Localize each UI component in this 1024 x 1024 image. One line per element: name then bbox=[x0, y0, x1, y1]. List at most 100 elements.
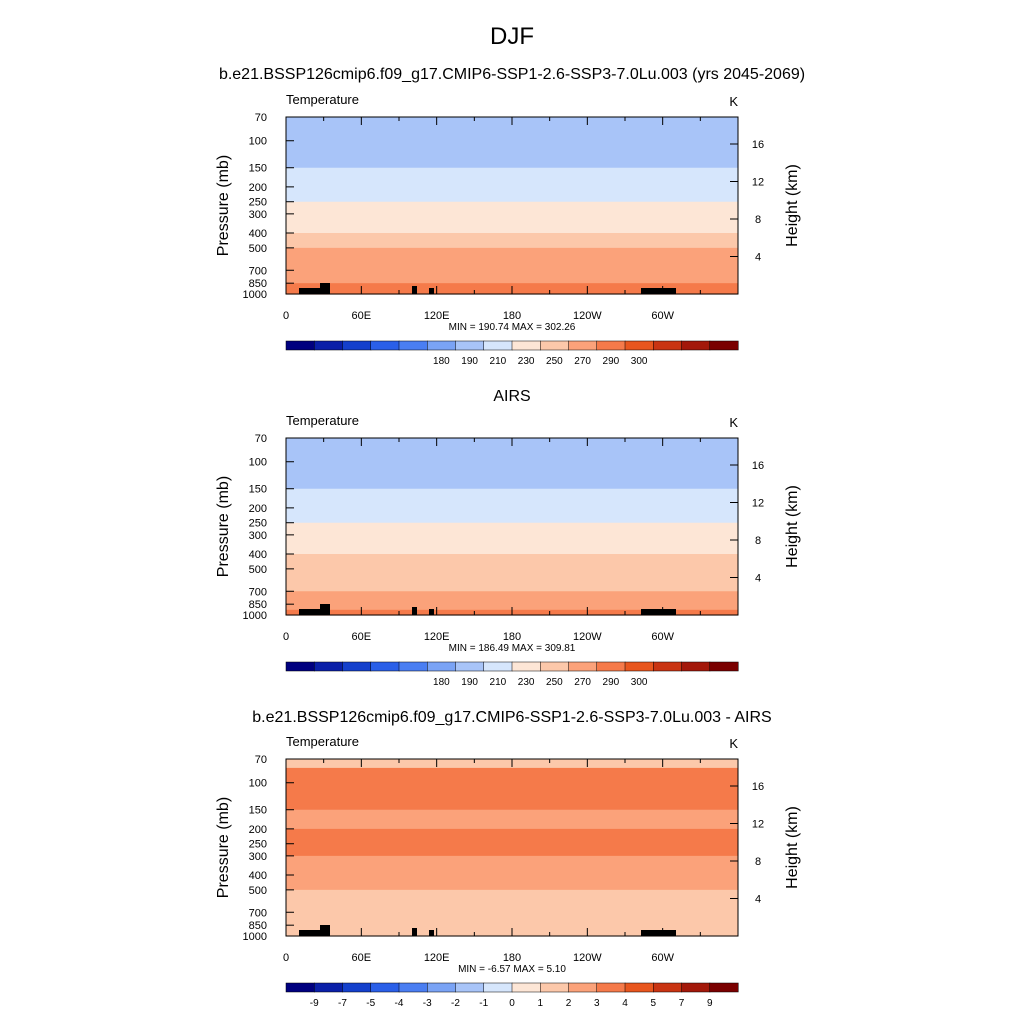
colorbar-box bbox=[483, 340, 513, 351]
y-tick-label: 700 bbox=[249, 907, 267, 919]
y-tick-label: 500 bbox=[249, 885, 267, 897]
height-tick-label: 12 bbox=[752, 498, 764, 510]
field-band-model bbox=[286, 233, 738, 249]
colorbar-box bbox=[483, 982, 513, 993]
y-tick-label: 150 bbox=[249, 805, 267, 817]
colorbar-box bbox=[511, 340, 541, 351]
x-tick-label: 180 bbox=[503, 631, 521, 643]
colorbar-box bbox=[681, 340, 711, 351]
colorbar-box bbox=[624, 982, 654, 993]
field-band-model bbox=[286, 270, 738, 284]
colorbar-box bbox=[455, 661, 485, 672]
colorbar-box bbox=[709, 661, 739, 672]
colorbar-label: 290 bbox=[603, 356, 620, 367]
field-band-obs bbox=[286, 507, 738, 524]
field-band-model bbox=[286, 155, 738, 169]
field-band-model bbox=[286, 247, 738, 271]
y-axis-title: Pressure (mb) bbox=[215, 155, 232, 256]
colorbar-label: 300 bbox=[631, 677, 648, 688]
colorbar-box bbox=[596, 340, 626, 351]
topography-mask bbox=[641, 609, 676, 615]
y-tick-label: 70 bbox=[255, 112, 267, 124]
colorbar-label: 300 bbox=[631, 356, 648, 367]
obs-title: AIRS bbox=[493, 388, 530, 405]
colorbar-box bbox=[709, 340, 739, 351]
colorbar-box bbox=[653, 982, 683, 993]
height-tick-label: 16 bbox=[752, 139, 764, 151]
y-tick-label: 700 bbox=[249, 265, 267, 277]
field-band-obs bbox=[286, 488, 738, 509]
height-tick-label: 4 bbox=[755, 573, 761, 585]
y-tick-label: 200 bbox=[249, 824, 267, 836]
y-tick-label: 1000 bbox=[243, 931, 267, 943]
field-band-obs bbox=[286, 476, 738, 490]
y-tick-label: 1000 bbox=[243, 610, 267, 622]
x-tick-label: 60W bbox=[651, 631, 674, 643]
field-band-obs bbox=[286, 534, 738, 555]
field-band-obs bbox=[286, 461, 738, 478]
left-string-label: Temperature bbox=[286, 734, 359, 749]
y-tick-label: 400 bbox=[249, 549, 267, 561]
colorbar-box bbox=[540, 340, 570, 351]
field-band-diff bbox=[286, 889, 738, 913]
topography-mask bbox=[320, 283, 330, 294]
min-max-label: MIN = 186.49 MAX = 309.81 bbox=[449, 643, 576, 654]
colorbar-box bbox=[370, 340, 400, 351]
colorbar-box bbox=[624, 340, 654, 351]
y-tick-label: 200 bbox=[249, 182, 267, 194]
x-tick-label: 0 bbox=[283, 952, 289, 964]
height-tick-label: 12 bbox=[752, 819, 764, 831]
colorbar-box bbox=[427, 982, 457, 993]
colorbar-box bbox=[511, 661, 541, 672]
colorbar-label: 290 bbox=[603, 677, 620, 688]
y-tick-label: 300 bbox=[249, 530, 267, 542]
x-tick-label: 0 bbox=[283, 631, 289, 643]
units-label: K bbox=[729, 94, 738, 109]
topography-mask bbox=[429, 609, 434, 615]
topography-mask bbox=[641, 930, 676, 936]
y-tick-label: 250 bbox=[249, 197, 267, 209]
colorbar-box bbox=[596, 661, 626, 672]
colorbar-box bbox=[653, 661, 683, 672]
y-axis-title: Pressure (mb) bbox=[215, 476, 232, 577]
panel-diff: Temperature K0 60E 120E 180 120W 60W7010015020… bbox=[215, 734, 801, 1009]
height-tick-label: 4 bbox=[755, 252, 761, 264]
topography-mask bbox=[320, 604, 330, 615]
min-max-label: MIN = 190.74 MAX = 302.26 bbox=[449, 322, 576, 333]
right-axis-title: Height (km) bbox=[784, 485, 801, 568]
colorbar-label: 270 bbox=[574, 356, 591, 367]
x-tick-label: 120E bbox=[424, 952, 450, 964]
colorbar-label: 0 bbox=[509, 998, 515, 1009]
colorbar-box bbox=[370, 661, 400, 672]
x-tick-label: 120E bbox=[424, 631, 450, 643]
colorbar-box bbox=[285, 340, 315, 351]
colorbar-label: -7 bbox=[338, 998, 347, 1009]
field-band-diff bbox=[286, 912, 738, 926]
y-tick-label: 500 bbox=[249, 564, 267, 576]
y-tick-label: 250 bbox=[249, 839, 267, 851]
colorbar-box bbox=[483, 661, 513, 672]
colorbar-box bbox=[681, 661, 711, 672]
colorbar-label: 2 bbox=[566, 998, 572, 1009]
figure-title: DJF bbox=[490, 23, 534, 50]
height-tick-label: 8 bbox=[755, 535, 761, 547]
x-tick-label: 120W bbox=[573, 631, 602, 643]
x-tick-label: 180 bbox=[503, 310, 521, 322]
x-tick-label: 60W bbox=[651, 310, 674, 322]
colorbar-label: 7 bbox=[679, 998, 685, 1009]
topography-mask bbox=[429, 288, 434, 294]
colorbar-label: 230 bbox=[518, 356, 535, 367]
colorbar-box bbox=[540, 982, 570, 993]
height-tick-label: 16 bbox=[752, 781, 764, 793]
colorbar-label: 9 bbox=[707, 998, 713, 1009]
panel-obs: Temperature K 0 60E 120E 180 120W 60W 70 100 150 20… bbox=[215, 413, 801, 688]
x-tick-label: 0 bbox=[283, 310, 289, 322]
colorbar-label: 210 bbox=[490, 677, 507, 688]
field-band-diff bbox=[286, 875, 738, 891]
height-tick-label: 4 bbox=[755, 894, 761, 906]
colorbar-label: -3 bbox=[423, 998, 432, 1009]
x-tick-label: 180 bbox=[503, 952, 521, 964]
y-tick-label: 850 bbox=[249, 920, 267, 932]
y-tick-label: 400 bbox=[249, 870, 267, 882]
field-band-model bbox=[286, 140, 738, 157]
